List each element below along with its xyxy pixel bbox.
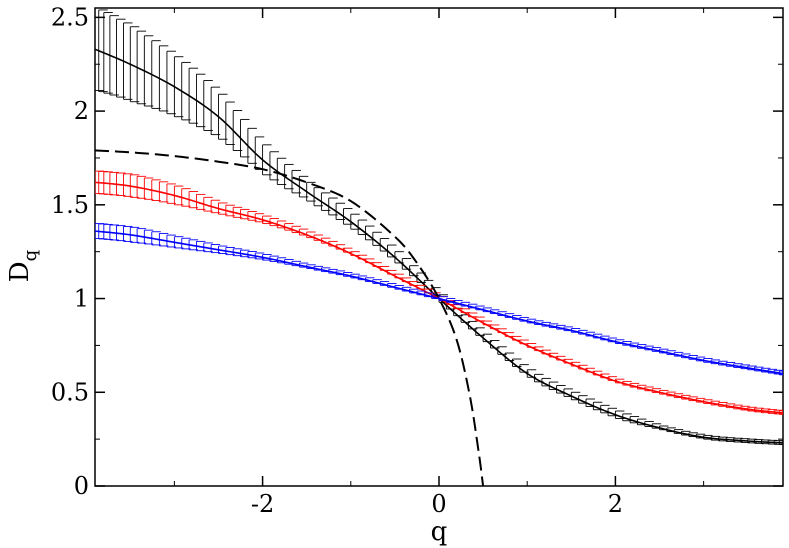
y-axis-label-subscript: q [20,250,41,262]
series-line-3 [95,149,485,486]
error-bar [95,8,104,91]
y-tick-label: 2 [74,97,89,125]
y-tick-label: 0.5 [51,378,89,406]
series-line-2 [95,230,783,375]
y-tick-label: 1 [74,285,89,313]
x-tick-label: 0 [431,490,446,518]
error-bar [782,441,783,445]
x-tick-label: -2 [251,490,274,518]
x-tick-label: 2 [608,490,623,518]
y-tick-label: 1.5 [51,191,89,219]
error-bar [782,371,783,376]
y-tick-label: 2.5 [51,3,89,31]
y-axis-label-main: D [5,261,35,282]
y-tick-label: 0 [74,472,89,500]
error-bar [782,411,783,415]
x-axis-label: q [431,517,448,547]
y-axis-label: Dq [5,250,41,282]
